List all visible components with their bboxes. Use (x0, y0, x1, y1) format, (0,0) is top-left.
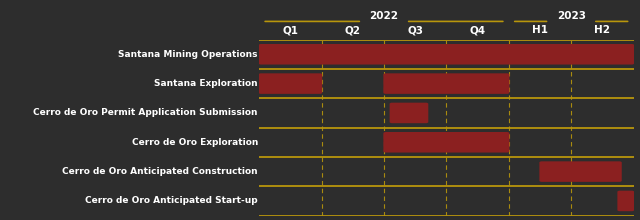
Text: H2: H2 (595, 25, 611, 35)
FancyBboxPatch shape (540, 161, 621, 182)
FancyBboxPatch shape (259, 73, 322, 94)
FancyBboxPatch shape (259, 44, 634, 64)
Text: Q2: Q2 (345, 25, 361, 35)
FancyBboxPatch shape (383, 132, 509, 152)
Text: Cerro de Oro Anticipated Start-up: Cerro de Oro Anticipated Start-up (85, 196, 258, 205)
Text: Q1: Q1 (282, 25, 298, 35)
Text: Q4: Q4 (470, 25, 486, 35)
Text: 2022: 2022 (369, 11, 399, 20)
Text: Cerro de Oro Anticipated Construction: Cerro de Oro Anticipated Construction (62, 167, 258, 176)
FancyBboxPatch shape (390, 103, 428, 123)
Text: H1: H1 (532, 25, 548, 35)
FancyBboxPatch shape (383, 73, 509, 94)
Text: Santana Exploration: Santana Exploration (154, 79, 258, 88)
Text: Cerro de Oro Permit Application Submission: Cerro de Oro Permit Application Submissi… (33, 108, 258, 117)
Text: Cerro de Oro Exploration: Cerro de Oro Exploration (132, 138, 258, 147)
FancyBboxPatch shape (618, 191, 634, 211)
Text: Santana Mining Operations: Santana Mining Operations (118, 50, 258, 59)
Text: 2023: 2023 (557, 11, 586, 20)
Text: Q3: Q3 (407, 25, 423, 35)
